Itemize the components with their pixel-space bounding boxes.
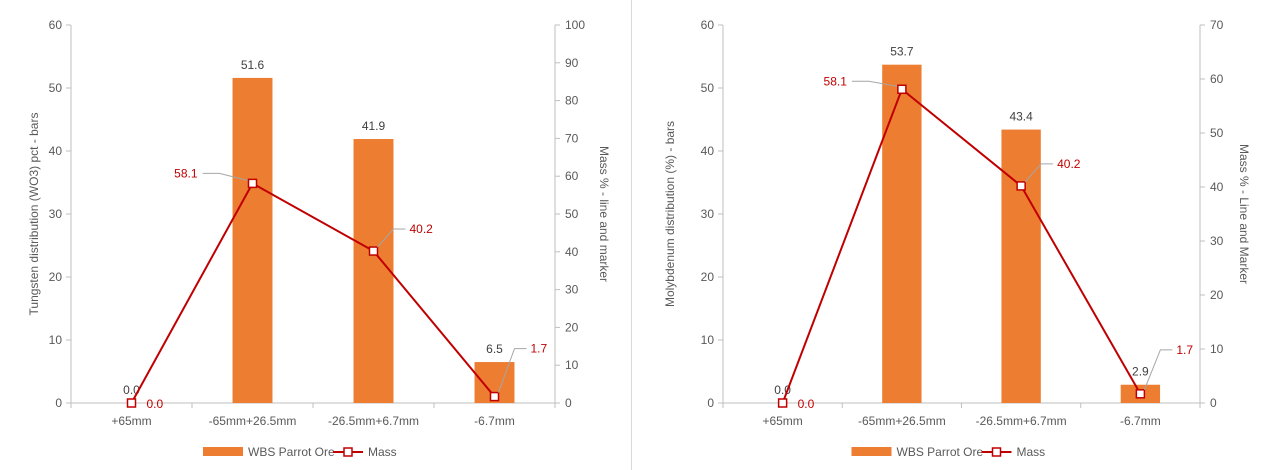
mass-marker bbox=[897, 84, 907, 95]
line-data-label: 0.0 bbox=[798, 397, 815, 411]
y2-tick-label: 80 bbox=[565, 94, 579, 108]
leader-line bbox=[1024, 163, 1054, 183]
x-tick-label: -65mm+26.5mm bbox=[858, 414, 946, 428]
y2-tick-label: 10 bbox=[1210, 342, 1224, 356]
bar-data-label: 43.4 bbox=[1009, 110, 1033, 124]
bar-data-label: 6.5 bbox=[486, 342, 503, 356]
line-data-label: 1.7 bbox=[531, 342, 548, 356]
y2-tick-label: 70 bbox=[1210, 18, 1224, 32]
x-tick-label: -26.5mm+6.7mm bbox=[976, 414, 1067, 428]
y2-axis-title: Mass % - Line and Marker bbox=[1237, 144, 1251, 284]
y2-tick-label: 60 bbox=[1210, 72, 1224, 86]
legend-bar-label: WBS Parrot Ore bbox=[248, 445, 335, 459]
bar bbox=[232, 77, 273, 404]
mass-marker bbox=[247, 178, 258, 189]
y2-tick-label: 30 bbox=[1210, 234, 1224, 248]
y2-tick-label: 0 bbox=[565, 396, 572, 410]
mass-line bbox=[781, 87, 1142, 404]
y2-tick-label: 90 bbox=[565, 56, 579, 70]
mass-marker bbox=[489, 391, 500, 402]
y-tick-label: 20 bbox=[49, 270, 63, 284]
bar-data-label: 53.7 bbox=[890, 45, 914, 59]
y2-tick-label: 60 bbox=[565, 169, 579, 183]
y2-tick-label: 10 bbox=[565, 358, 579, 372]
mass-marker bbox=[777, 398, 788, 408]
y2-tick-label: 40 bbox=[565, 245, 579, 259]
legend-line-marker bbox=[343, 447, 353, 457]
y2-tick-label: 30 bbox=[565, 283, 579, 297]
y2-tick-label: 40 bbox=[1210, 180, 1224, 194]
bar bbox=[353, 139, 394, 403]
mass-line bbox=[130, 182, 496, 404]
y2-tick-label: 20 bbox=[1210, 288, 1224, 302]
line-data-label: 58.1 bbox=[174, 166, 198, 180]
leader-line bbox=[851, 80, 897, 87]
y-tick-label: 40 bbox=[701, 144, 715, 158]
y-axis-title: Tungsten distribution (WO3) pct - bars bbox=[27, 113, 41, 316]
legend-line-label: Mass bbox=[1017, 445, 1046, 459]
leader-line bbox=[202, 172, 248, 181]
mass-marker bbox=[1135, 389, 1146, 399]
line-data-label: 58.1 bbox=[824, 74, 848, 88]
y2-tick-label: 50 bbox=[565, 207, 579, 221]
legend-bar-swatch bbox=[851, 447, 892, 456]
y-axis-title: Molybdenum distribution (%) - bars bbox=[663, 121, 677, 307]
y-tick-label: 30 bbox=[49, 207, 63, 221]
mass-marker bbox=[1016, 181, 1026, 191]
x-tick-label: -65mm+26.5mm bbox=[209, 414, 297, 428]
line-data-label: 40.2 bbox=[1057, 157, 1081, 171]
y2-tick-label: 100 bbox=[565, 18, 585, 32]
molybdenum-chart: 0 10 20 30 40 50 60 0 10 20 30 40 50 60 70 +65mm -65mm+2… bbox=[663, 18, 1251, 459]
y2-tick-label: 50 bbox=[1210, 126, 1224, 140]
x-tick-label: -6.7mm bbox=[474, 414, 515, 428]
y-tick-label: 10 bbox=[49, 333, 63, 347]
mass-marker bbox=[368, 246, 379, 256]
bar-data-label: 51.6 bbox=[241, 58, 265, 72]
line-data-label: 1.7 bbox=[1176, 343, 1193, 357]
x-tick-label: -6.7mm bbox=[1120, 414, 1161, 428]
y-tick-label: 50 bbox=[49, 81, 63, 95]
y-tick-label: 0 bbox=[707, 396, 714, 410]
legend-bar-swatch bbox=[203, 447, 243, 456]
bar-data-label: 2.9 bbox=[1132, 365, 1149, 379]
leader-line bbox=[377, 228, 406, 248]
chart-panel-tungsten: 0 10 20 30 40 50 60 0 10 20 30 40 50 60 70 80 90 100 +65mm… bbox=[27, 0, 632, 470]
chart-panel-molybdenum: 0 10 20 30 40 50 60 0 10 20 30 40 50 60 70 +65mm -65mm+2… bbox=[632, 0, 1264, 470]
y-tick-label: 60 bbox=[49, 18, 63, 32]
y-tick-label: 60 bbox=[701, 18, 715, 32]
y2-tick-label: 0 bbox=[1210, 396, 1217, 410]
y-tick-label: 50 bbox=[701, 81, 715, 95]
leader-line bbox=[1143, 349, 1173, 391]
y2-tick-label: 20 bbox=[565, 320, 579, 334]
legend-line-marker bbox=[991, 447, 1002, 457]
x-tick-label: +65mm bbox=[111, 414, 151, 428]
bar-data-label: 41.9 bbox=[362, 119, 386, 133]
line-data-label: 40.2 bbox=[410, 222, 434, 236]
legend-bar-label: WBS Parrot Ore bbox=[897, 445, 984, 459]
y2-axis-title: Mass % - line and marker bbox=[597, 146, 611, 282]
x-tick-label: -26.5mm+6.7mm bbox=[328, 414, 419, 428]
y-tick-label: 40 bbox=[49, 144, 63, 158]
bar bbox=[882, 64, 922, 403]
leader-line bbox=[498, 348, 527, 393]
x-tick-label: +65mm bbox=[762, 414, 802, 428]
y-tick-label: 30 bbox=[701, 207, 715, 221]
y-tick-label: 20 bbox=[701, 270, 715, 284]
y-tick-label: 0 bbox=[55, 396, 62, 410]
mass-marker bbox=[126, 398, 137, 408]
line-data-label: 0.0 bbox=[147, 397, 164, 411]
y-tick-label: 10 bbox=[701, 333, 715, 347]
legend-line-label: Mass bbox=[368, 445, 397, 459]
tungsten-chart: 0 10 20 30 40 50 60 0 10 20 30 40 50 60 70 80 90 100 +65mm… bbox=[27, 18, 611, 459]
y2-tick-label: 70 bbox=[565, 131, 579, 145]
